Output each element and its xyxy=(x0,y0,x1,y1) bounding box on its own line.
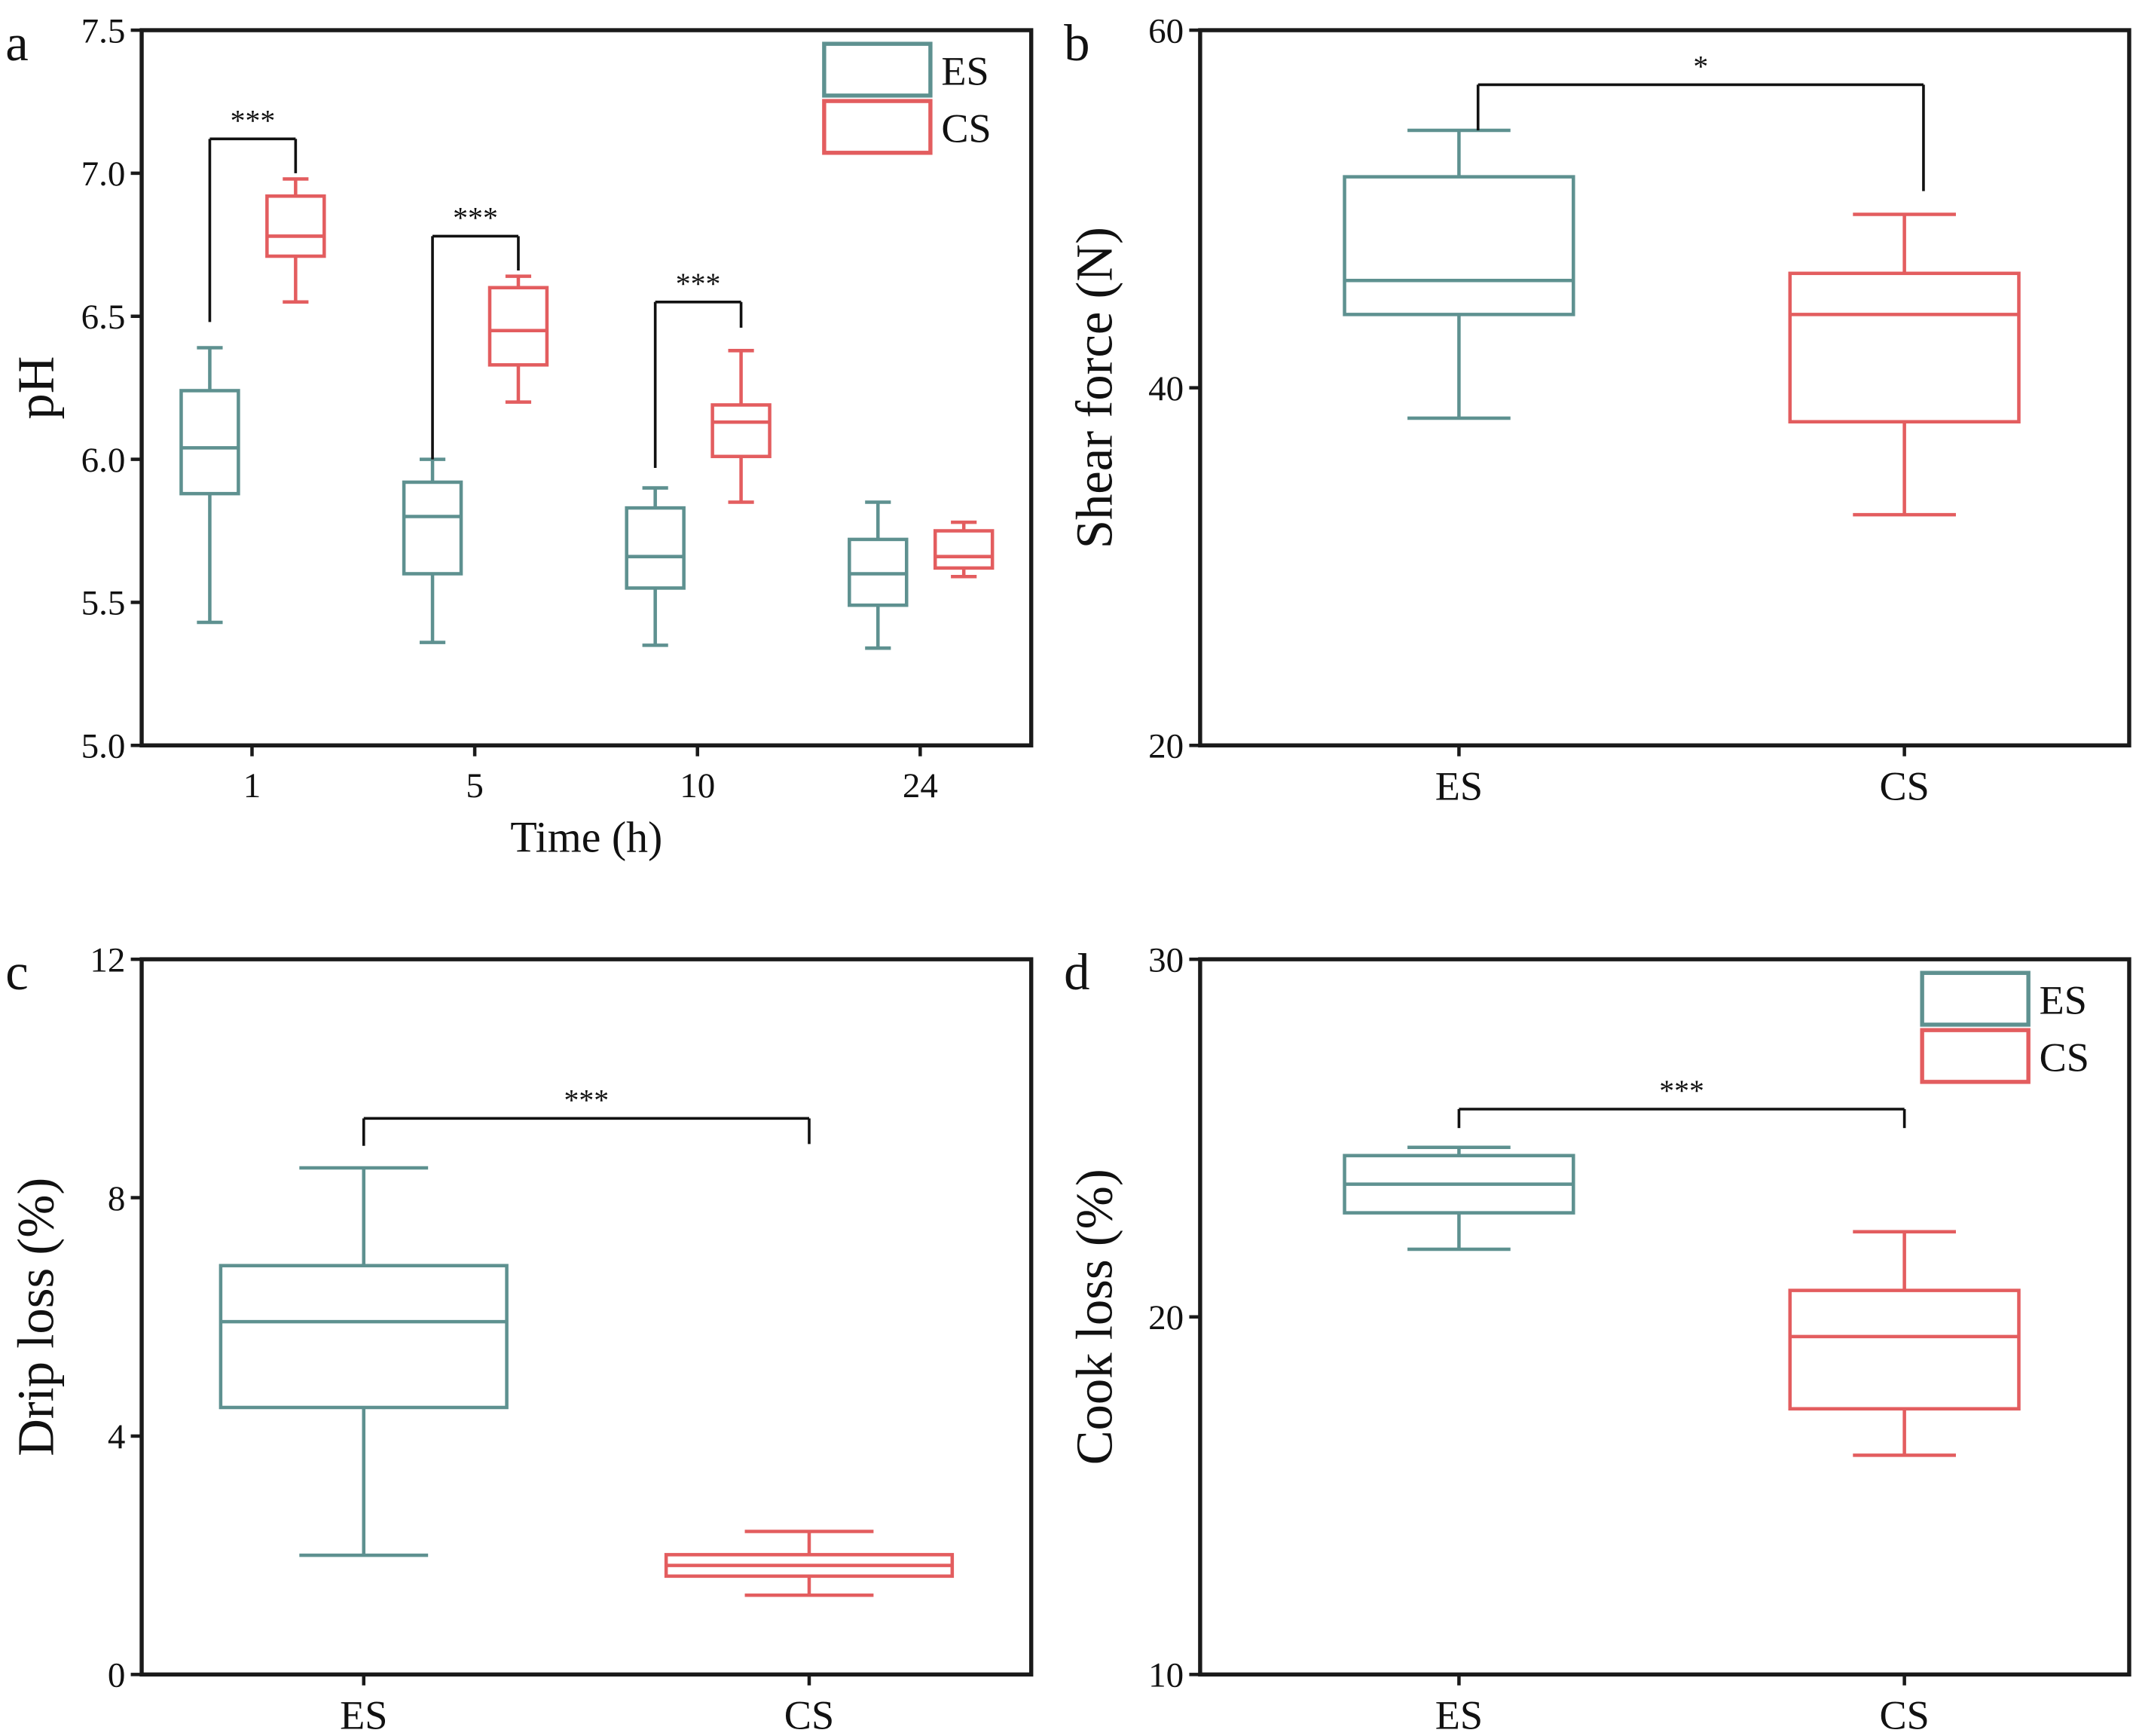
y-tick-label: 10 xyxy=(1148,1656,1184,1695)
y-tick-label: 5.5 xyxy=(81,584,126,623)
legend-swatch-es xyxy=(822,41,933,98)
box-plot xyxy=(848,500,909,650)
plot-frame xyxy=(139,28,1034,747)
box-iqr xyxy=(625,506,686,590)
box-plot xyxy=(625,486,686,647)
box-iqr xyxy=(933,529,995,570)
box-plot xyxy=(664,1530,955,1597)
panel-label: d xyxy=(1064,943,1089,1001)
x-axis-label: Time (h) xyxy=(510,812,662,861)
panel-label: c xyxy=(5,943,28,1001)
y-tick-label: 8 xyxy=(108,1179,125,1218)
y-tick-label: 6.0 xyxy=(81,441,126,480)
x-tick-label: 5 xyxy=(466,766,484,805)
significance-label: *** xyxy=(564,1083,610,1117)
legend-label-cs: CS xyxy=(941,105,991,151)
box-plot xyxy=(265,177,326,304)
x-tick-label: CS xyxy=(1879,764,1929,809)
panel-c: c 0 4 8 12 Drip loss (%) ES CS *** xyxy=(5,940,1034,1736)
y-tick-label: 12 xyxy=(90,940,125,980)
y-tick-label: 20 xyxy=(1148,727,1184,766)
legend-swatch-es xyxy=(1920,970,2031,1027)
box-iqr xyxy=(710,403,772,459)
legend-label-es: ES xyxy=(2040,977,2087,1022)
legend-label-es: ES xyxy=(941,48,989,93)
box-iqr xyxy=(179,389,240,496)
y-tick-label: 60 xyxy=(1148,11,1184,50)
x-tick-label: ES xyxy=(340,1693,387,1736)
y-tick-label: 7.5 xyxy=(81,11,126,50)
box-plot xyxy=(710,349,772,504)
x-tick-label: ES xyxy=(1435,1693,1483,1736)
plot-frame xyxy=(1198,28,2131,747)
x-tick-label: 1 xyxy=(243,766,261,805)
y-axis-label: pH xyxy=(8,356,65,420)
box-iqr xyxy=(402,480,463,576)
box-plot xyxy=(218,1166,509,1557)
plot-frame xyxy=(1198,957,2131,1677)
box-iqr xyxy=(265,194,326,258)
box-plot xyxy=(402,457,463,644)
y-tick-label: 40 xyxy=(1148,369,1184,408)
y-tick-label: 5.0 xyxy=(81,727,126,766)
x-tick-label: ES xyxy=(1435,764,1483,809)
y-axis-label: Drip loss (%) xyxy=(8,1178,65,1456)
panel-a: a 5.0 5.5 6.0 6.5 7.0 7.5 pH Time (h) 1 5 10 24 *** **… xyxy=(5,11,1034,861)
x-tick-label: CS xyxy=(1879,1693,1929,1736)
plot-frame xyxy=(139,957,1034,1677)
y-tick-label: 6.5 xyxy=(81,298,126,337)
significance-label: *** xyxy=(453,202,498,235)
panel-label: a xyxy=(5,14,28,72)
x-tick-label: 10 xyxy=(680,766,715,805)
panel-d: d 10 20 30 Cook loss (%) ES CS *** ES CS xyxy=(1064,940,2131,1736)
y-tick-label: 4 xyxy=(108,1417,125,1456)
significance-label: * xyxy=(1693,50,1708,84)
significance-label: *** xyxy=(231,104,276,137)
box-plot xyxy=(1788,1230,2021,1457)
box-plot xyxy=(1343,128,1575,420)
x-tick-label: CS xyxy=(784,1693,834,1736)
significance-label: *** xyxy=(1659,1074,1704,1108)
legend-label-cs: CS xyxy=(2040,1035,2089,1080)
x-tick-label: 24 xyxy=(903,766,938,805)
legend-swatch-cs xyxy=(1920,1028,2031,1084)
box-plot xyxy=(1788,212,2021,517)
significance-label: *** xyxy=(676,267,721,301)
box-plot xyxy=(1343,1145,1575,1252)
y-tick-label: 0 xyxy=(108,1656,125,1695)
panel-label: b xyxy=(1064,14,1089,72)
y-axis-label: Shear force (N) xyxy=(1065,227,1123,549)
box-plot xyxy=(933,520,995,579)
y-tick-label: 30 xyxy=(1148,940,1184,980)
y-tick-label: 20 xyxy=(1148,1298,1184,1337)
legend-swatch-cs xyxy=(822,99,933,155)
box-iqr xyxy=(218,1264,509,1410)
panel-b: b 20 40 60 Shear force (N) ES CS * xyxy=(1064,11,2131,809)
box-plot xyxy=(487,274,549,404)
box-iqr xyxy=(1788,1288,2021,1410)
box-plot xyxy=(179,346,240,625)
box-iqr xyxy=(1343,175,1575,316)
y-tick-label: 7.0 xyxy=(81,154,126,194)
box-iqr xyxy=(1788,271,2021,424)
box-iqr xyxy=(487,286,549,367)
y-axis-label: Cook loss (%) xyxy=(1065,1169,1123,1465)
